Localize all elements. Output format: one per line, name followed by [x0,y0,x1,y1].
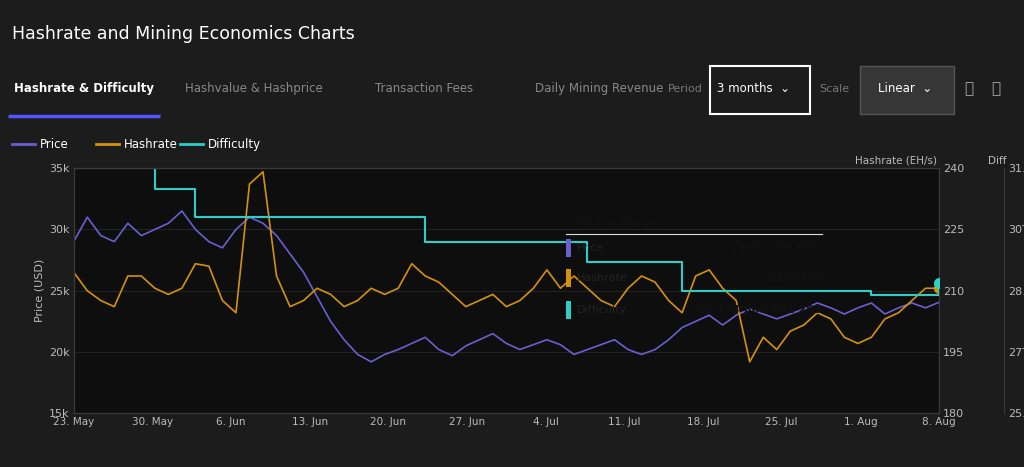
Text: ⤢: ⤢ [965,81,973,96]
Text: 2022-08-11: 2022-08-11 [574,219,659,232]
Bar [566,239,571,257]
Text: Price: Price [578,243,604,253]
FancyBboxPatch shape [860,66,954,114]
Text: Difficulty: Difficulty [578,305,628,315]
Text: Hashrate: Hashrate [578,274,628,283]
Text: Linear  ⌄: Linear ⌄ [879,82,932,95]
Text: Hashrate (EH/s): Hashrate (EH/s) [855,156,937,166]
Text: Hashrate & Difficulty: Hashrate & Difficulty [14,82,154,95]
Text: 212 EH/s: 212 EH/s [767,274,821,283]
Text: Scale: Scale [819,84,849,94]
Text: Hashrate: Hashrate [124,138,178,151]
Text: 28 174 668 481 289: 28 174 668 481 289 [697,305,821,315]
Text: Diff: Diff [988,156,1007,166]
Y-axis label: Price (USD): Price (USD) [35,259,45,322]
Text: Price: Price [40,138,69,151]
Text: 3 months  ⌄: 3 months ⌄ [717,82,791,95]
Text: Hashrate and Mining Economics Charts: Hashrate and Mining Economics Charts [12,25,355,43]
Text: 24 053.00 USD: 24 053.00 USD [729,243,821,253]
Text: Daily Mining Revenue: Daily Mining Revenue [535,82,664,95]
Text: Difficulty: Difficulty [208,138,261,151]
Text: Hashvalue & Hashprice: Hashvalue & Hashprice [184,82,323,95]
Text: Transaction Fees: Transaction Fees [375,82,473,95]
Text: ⤓: ⤓ [991,81,999,96]
Bar [566,269,571,287]
Bar [566,301,571,319]
Text: Period: Period [668,84,702,94]
